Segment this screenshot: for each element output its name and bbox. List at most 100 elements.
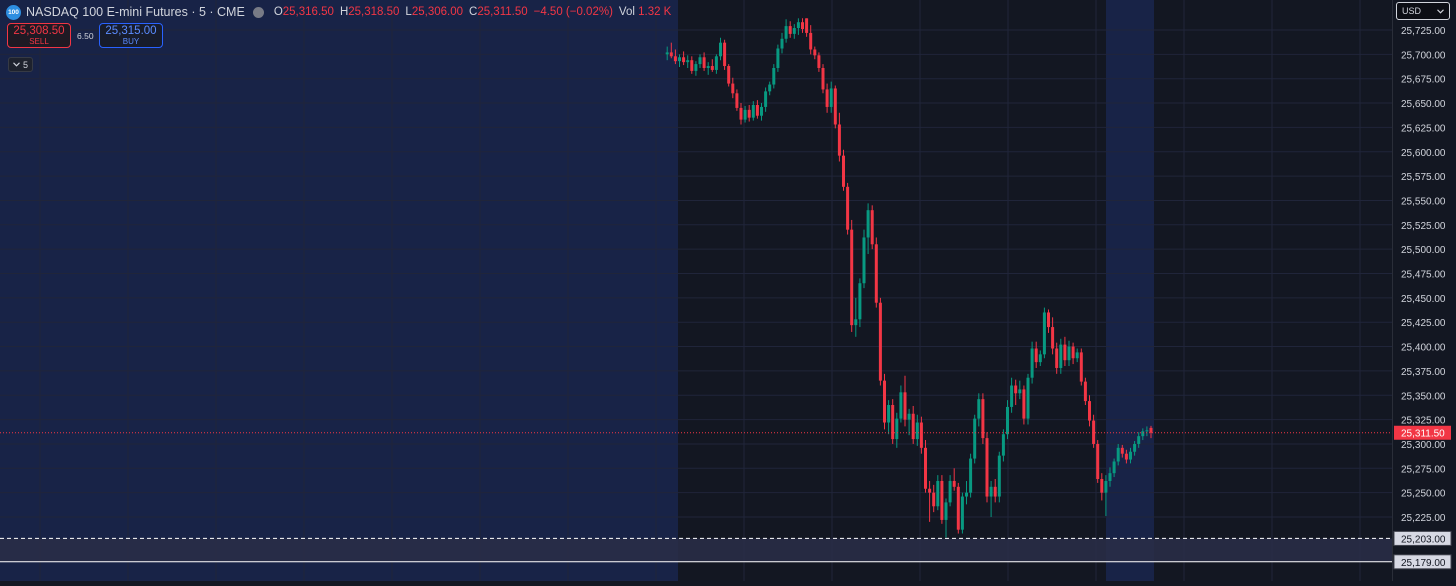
candle-body: [784, 26, 788, 39]
candle-body: [727, 66, 731, 84]
candle-body: [682, 57, 686, 63]
candle: [780, 32, 784, 54]
price-tick-label: 25,600.00: [1401, 148, 1446, 159]
price-tick-label: 25,525.00: [1401, 221, 1446, 232]
candle: [1051, 317, 1055, 355]
price-tick-label: 25,700.00: [1401, 50, 1446, 61]
candle-body: [1116, 447, 1120, 462]
candle-body: [956, 486, 960, 530]
candle-body: [1092, 420, 1096, 444]
sell-label: SELL: [29, 36, 49, 46]
candle: [854, 297, 858, 337]
candle: [833, 85, 837, 129]
candle: [948, 475, 952, 507]
level-zone: [0, 538, 1392, 562]
candle-body: [743, 109, 747, 120]
candle-body: [706, 66, 710, 68]
candle-body: [1124, 453, 1128, 460]
candle-body: [1026, 377, 1030, 419]
high-label: H: [339, 6, 349, 18]
price-tick-label: 25,225.00: [1401, 513, 1446, 524]
price-tick-label: 25,300.00: [1401, 440, 1446, 451]
candle-body: [1067, 346, 1071, 361]
candle: [1022, 385, 1026, 425]
candle-body: [1047, 312, 1050, 328]
level-label: 25,203.00: [1401, 534, 1446, 545]
candle-body: [714, 56, 718, 70]
buy-button[interactable]: 25,315.00 BUY: [99, 23, 163, 48]
candle-body: [1100, 479, 1104, 493]
volume-label: Vol: [618, 6, 635, 18]
chart-area[interactable]: [0, 0, 1392, 581]
candle-body: [805, 18, 809, 33]
candle-body: [907, 413, 911, 420]
candle: [686, 55, 690, 68]
candlestick-chart[interactable]: [0, 0, 1392, 581]
candle: [743, 105, 747, 123]
candle-body: [1010, 385, 1014, 407]
candle-body: [1071, 346, 1075, 359]
candle-body: [1018, 389, 1022, 394]
candle-body: [694, 64, 698, 71]
symbol-title[interactable]: NASDAQ 100 E-mini Futures · 5 · CME: [26, 5, 245, 19]
candle: [870, 205, 874, 250]
market-status-icon[interactable]: [252, 6, 264, 18]
price-tick-label: 25,275.00: [1401, 464, 1446, 475]
candle: [673, 49, 677, 65]
candle-body: [760, 106, 763, 116]
price-tick-label: 25,375.00: [1401, 367, 1446, 378]
candle: [883, 373, 886, 430]
candle: [965, 480, 968, 505]
candle: [760, 103, 763, 121]
candle-body: [899, 392, 903, 419]
sell-button[interactable]: 25,308.50 SELL: [7, 23, 71, 48]
candle: [702, 52, 706, 71]
change-value: −4.50 (−0.02%): [533, 6, 613, 18]
price-axis[interactable]: 25,725.00 25,700.00 25,675.00 25,650.00 25,6…: [1392, 0, 1456, 581]
candle: [788, 21, 792, 38]
candle: [895, 412, 899, 448]
candle: [751, 101, 755, 121]
level-label: 25,179.00: [1401, 558, 1446, 569]
candle-body: [1096, 443, 1100, 480]
candle: [969, 453, 973, 498]
candle: [907, 408, 911, 436]
currency-select[interactable]: USD: [1396, 2, 1450, 20]
price-tick-label: 25,400.00: [1401, 343, 1446, 354]
candle: [1137, 432, 1141, 448]
candle-body: [735, 93, 739, 108]
candle: [956, 482, 960, 534]
candle-body: [833, 88, 837, 125]
level-badge[interactable]: [1393, 530, 1452, 546]
candle-body: [891, 404, 895, 440]
candle: [985, 432, 989, 503]
candle-body: [731, 83, 735, 94]
price-tick-label: 25,350.00: [1401, 391, 1446, 402]
candle-body: [764, 91, 768, 107]
level-badge[interactable]: [1393, 554, 1452, 570]
candle-body: [850, 229, 854, 326]
indicators-collapse-button[interactable]: 5: [8, 57, 33, 72]
candle-body: [952, 480, 956, 487]
candle: [903, 375, 907, 427]
candle: [694, 61, 698, 76]
candle-body: [702, 57, 706, 68]
price-tick-label: 25,500.00: [1401, 245, 1446, 256]
candle-body: [965, 492, 968, 497]
candle: [665, 46, 669, 61]
candle: [1055, 342, 1059, 374]
spread-value: 6.50: [77, 31, 94, 41]
candle: [977, 393, 981, 427]
candle: [1133, 441, 1137, 456]
candle-body: [997, 455, 1001, 497]
candle: [899, 385, 903, 423]
candle: [706, 62, 710, 75]
candle: [1059, 338, 1063, 374]
nasdaq-100-logo-icon[interactable]: 100: [6, 4, 21, 20]
candle: [1001, 429, 1005, 462]
candle: [891, 399, 895, 444]
candle-body: [915, 422, 919, 440]
candle: [801, 18, 804, 33]
last-price-label: 25,311.50: [1401, 429, 1445, 440]
candle: [764, 87, 768, 112]
